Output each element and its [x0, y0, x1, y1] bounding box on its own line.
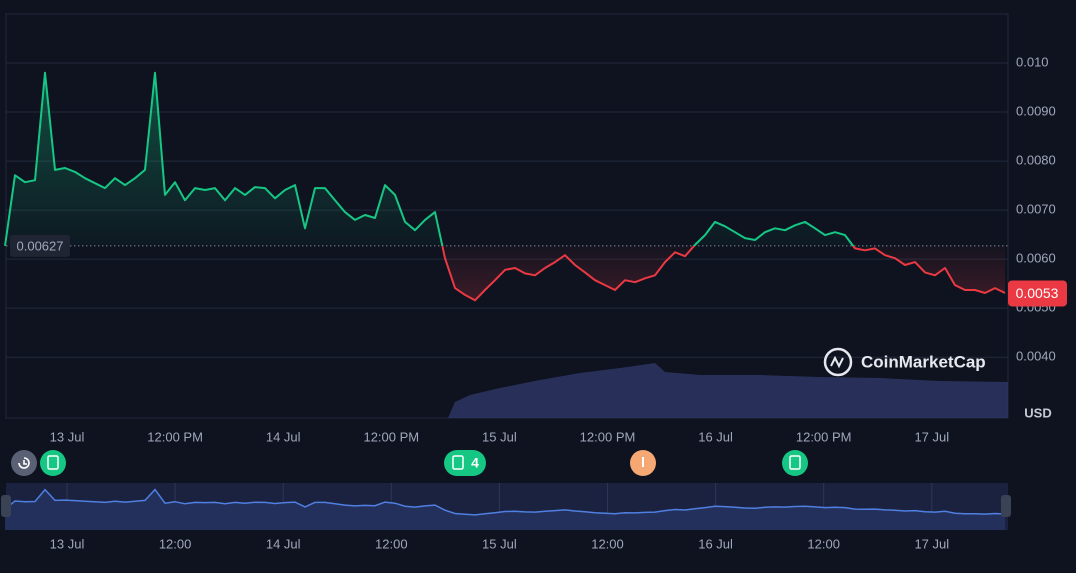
navigator-content [4, 483, 1006, 530]
x-tick-label: 17 Jul [914, 429, 949, 444]
volume-area [448, 363, 1008, 418]
navigator-label: 14 Jul [266, 536, 301, 551]
price-area [5, 72, 1005, 301]
x-tick-label: 13 Jul [50, 429, 85, 444]
navigator-handle[interactable] [1, 495, 11, 517]
y-unit: USD [1024, 405, 1051, 420]
navigator-area [5, 489, 1005, 530]
price-label: 0.0053 [1016, 285, 1059, 301]
navigator-label: 12:00 [591, 536, 624, 551]
watermark-logo-mark [830, 355, 844, 369]
y-tick-label: 0.0090 [1016, 103, 1056, 118]
x-tick-label: 15 Jul [482, 429, 517, 444]
event-icon [642, 457, 644, 467]
events: 4 [11, 450, 808, 476]
watermark: CoinMarketCap [823, 347, 986, 377]
y-tick-label: 0.0080 [1016, 153, 1056, 168]
price-label-box [1008, 280, 1067, 307]
y-tick-label: 0.0040 [1016, 349, 1056, 364]
x-tick-label: 12:00 PM [580, 429, 636, 444]
navigator-label: 12:00 [159, 536, 192, 551]
x-tick-label: 12:00 PM [363, 429, 419, 444]
baseline-label-box [10, 234, 70, 257]
y-tick-label: 0.010 [1016, 54, 1049, 69]
price-line [4, 71, 1006, 302]
watermark-text: CoinMarketCap [861, 352, 986, 371]
navigator-label: 12:00 [807, 536, 840, 551]
event-marker[interactable] [782, 450, 808, 476]
event-marker[interactable] [444, 450, 486, 476]
navigator-handle[interactable] [1001, 495, 1011, 517]
baseline-label: 0.00627 [17, 238, 64, 253]
x-tick-label: 16 Jul [698, 429, 733, 444]
navigator-label: 16 Jul [698, 536, 733, 551]
y-tick-label: 0.0060 [1016, 251, 1056, 266]
x-tick-label: 12:00 PM [147, 429, 203, 444]
navigator-label: 15 Jul [482, 536, 517, 551]
navigator-label: 13 Jul [50, 536, 85, 551]
y-tick-label: 0.0070 [1016, 202, 1056, 217]
history-icon [18, 457, 30, 469]
navigator-label: 12:00 [375, 536, 408, 551]
event-marker[interactable] [40, 450, 66, 476]
x-tick-label: 14 Jul [266, 429, 301, 444]
navigator-line [4, 488, 1006, 516]
plot [4, 71, 1008, 302]
event-icon [789, 455, 801, 470]
event-icon [47, 455, 59, 470]
navigator-label: 17 Jul [914, 536, 949, 551]
watermark-logo [823, 347, 853, 377]
x-tick-label: 12:00 PM [796, 429, 852, 444]
event-icon [452, 455, 464, 470]
event-count: 4 [471, 455, 479, 471]
